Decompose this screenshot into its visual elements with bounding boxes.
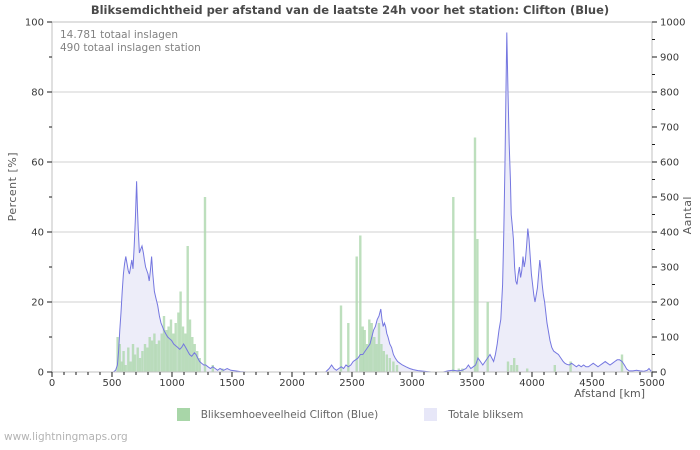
svg-text:1000: 1000: [660, 18, 685, 29]
svg-text:20: 20: [31, 298, 44, 309]
x-axis-label: Afstand [km]: [574, 387, 645, 400]
legend-item-station: Bliksemhoeveelheid Clifton (Blue): [176, 408, 379, 421]
svg-text:700: 700: [660, 123, 679, 134]
svg-text:0: 0: [660, 368, 666, 379]
svg-text:0: 0: [49, 378, 55, 389]
svg-text:800: 800: [660, 88, 679, 99]
svg-text:2000: 2000: [279, 378, 304, 389]
svg-text:400: 400: [660, 228, 679, 239]
svg-text:0: 0: [38, 368, 44, 379]
annotation-station-strikes: 490 totaal inslagen station: [60, 42, 201, 54]
series-station-bars: [116, 137, 624, 372]
svg-text:4000: 4000: [519, 378, 544, 389]
tick-labels: 0 500 1000 1500 2000 2500 3000 3500 4000 4500 5000…: [25, 18, 686, 390]
watermark-link[interactable]: www.lightningmaps.org: [4, 431, 128, 443]
svg-text:5000: 5000: [639, 378, 664, 389]
chart-title: Bliksemdichtheid per afstand van de laat…: [90, 3, 610, 17]
svg-text:500: 500: [102, 378, 121, 389]
series-total-lightning-area: [52, 32, 652, 372]
legend-swatch-green: [176, 408, 190, 421]
svg-text:1500: 1500: [219, 378, 244, 389]
annotation-total-strikes: 14.781 totaal inslagen: [60, 29, 179, 41]
series-total-lightning-line: [52, 32, 653, 373]
legend-item-total: Totale bliksem: [424, 408, 523, 421]
svg-text:1000: 1000: [159, 378, 184, 389]
svg-text:40: 40: [31, 228, 44, 239]
svg-text:3000: 3000: [399, 378, 424, 389]
svg-text:2500: 2500: [339, 378, 364, 389]
svg-text:900: 900: [660, 53, 679, 64]
svg-text:600: 600: [660, 158, 679, 169]
legend-swatch-lavender: [424, 408, 438, 421]
y-axis-right-label: Aantal: [681, 196, 694, 235]
svg-text:100: 100: [660, 333, 679, 344]
svg-text:200: 200: [660, 298, 679, 309]
legend-label-station: Bliksemhoeveelheid Clifton (Blue): [200, 408, 379, 421]
y-axis-left-label: Percent [%]: [6, 152, 19, 222]
svg-text:80: 80: [31, 88, 44, 99]
svg-text:500: 500: [660, 193, 679, 204]
svg-text:3500: 3500: [459, 378, 484, 389]
svg-text:300: 300: [660, 263, 679, 274]
svg-text:4500: 4500: [579, 378, 604, 389]
legend: Bliksemhoeveelheid Clifton (Blue) Totale…: [0, 408, 700, 421]
svg-text:60: 60: [31, 158, 44, 169]
svg-text:100: 100: [25, 18, 44, 29]
axis-ticks: [47, 21, 657, 377]
legend-label-total: Totale bliksem: [448, 408, 524, 421]
